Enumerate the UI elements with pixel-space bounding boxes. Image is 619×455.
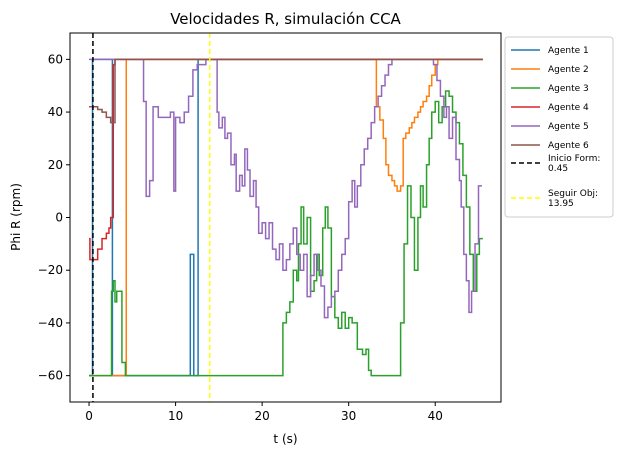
chart-title: Velocidades R, simulación CCA [170,10,401,28]
series-line-agente-6 [89,58,483,124]
legend-label-agente-2: Agente 2 [548,65,589,75]
legend-label-agente-4: Agente 4 [548,103,589,113]
series-line-agente-4 [89,58,483,261]
x-axis-label: t (s) [273,432,297,446]
legend: Agente 1 Agente 2 Agente 3 Agente 4 Agente 5… [504,36,614,218]
y-tick-label: 20 [48,158,63,172]
y-tick-label: −60 [38,369,63,383]
plot-frame [69,32,502,403]
x-tick-label: 40 [428,409,443,423]
x-axis: 0 10 20 30 40 [85,402,443,423]
y-axis: −60 −40 −20 0 20 40 60 [38,52,70,383]
x-tick-label: 0 [85,409,93,423]
legend-label-seguir-obj: Seguir Obj: 13.95 [548,189,598,209]
legend-label-inicio-form: Inicio Form: 0.45 [548,154,600,174]
y-tick-label: 60 [48,52,63,66]
legend-label-agente-5: Agente 5 [548,122,589,132]
x-tick-label: 20 [254,409,269,423]
legend-label-agente-1: Agente 1 [548,46,589,56]
y-axis-label: Phi R (rpm) [9,183,23,251]
series-line-agente-2 [89,58,483,377]
y-tick-label: 0 [55,211,63,225]
reference-lines-layer [92,33,211,402]
y-tick-label: 40 [48,105,63,119]
legend-box [504,36,614,218]
legend-label-agente-6: Agente 6 [548,141,589,151]
y-tick-label: −40 [38,316,63,330]
y-tick-label: −20 [38,263,63,277]
series-layer [89,58,483,377]
x-tick-label: 10 [168,409,183,423]
x-tick-label: 30 [341,409,356,423]
series-line-agente-3 [89,90,483,377]
series-line-agente-5 [89,58,482,319]
legend-label-agente-3: Agente 3 [548,84,589,94]
